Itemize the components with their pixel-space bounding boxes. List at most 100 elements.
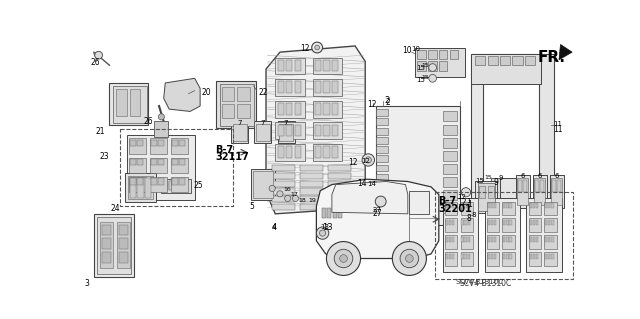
Text: 12: 12 xyxy=(458,194,467,200)
Bar xyxy=(151,178,157,185)
Text: 9: 9 xyxy=(499,175,503,181)
Bar xyxy=(119,252,128,263)
Bar xyxy=(532,220,535,226)
Bar xyxy=(415,48,465,77)
Bar xyxy=(127,135,195,200)
Bar xyxy=(163,181,168,190)
Text: 8: 8 xyxy=(467,214,472,223)
Circle shape xyxy=(461,188,470,197)
Bar xyxy=(272,165,296,172)
Bar xyxy=(536,254,538,259)
Bar xyxy=(131,159,136,165)
Text: 6: 6 xyxy=(538,173,542,179)
Bar xyxy=(506,203,509,208)
Bar xyxy=(294,146,301,158)
Bar xyxy=(548,220,550,226)
Bar xyxy=(237,87,250,101)
Bar xyxy=(294,60,301,71)
Bar xyxy=(376,174,388,181)
Text: 21: 21 xyxy=(95,127,105,136)
Text: 11: 11 xyxy=(553,124,563,134)
Bar xyxy=(449,203,451,208)
Text: 4: 4 xyxy=(271,224,276,230)
Text: 27: 27 xyxy=(373,209,383,218)
Bar xyxy=(312,122,342,139)
Bar xyxy=(294,81,301,93)
Bar xyxy=(332,146,338,158)
Polygon shape xyxy=(472,54,537,208)
Bar xyxy=(446,203,448,208)
Bar xyxy=(158,159,164,165)
Text: 18: 18 xyxy=(298,198,307,203)
Text: 7: 7 xyxy=(237,120,242,126)
Text: 12: 12 xyxy=(348,158,358,167)
Bar xyxy=(548,203,550,208)
Bar xyxy=(254,122,271,143)
Bar xyxy=(500,178,517,208)
Bar xyxy=(150,158,167,173)
Text: 32201: 32201 xyxy=(438,204,472,214)
Bar xyxy=(503,203,506,208)
Bar xyxy=(312,79,342,96)
Bar xyxy=(315,124,321,136)
Bar xyxy=(275,101,305,118)
Bar xyxy=(119,239,128,249)
Bar xyxy=(484,198,520,272)
Text: 15: 15 xyxy=(416,77,425,83)
Bar xyxy=(476,56,485,65)
Bar xyxy=(328,181,351,187)
Bar xyxy=(323,60,330,71)
Bar xyxy=(445,252,458,266)
Bar xyxy=(128,176,153,199)
Bar xyxy=(494,220,496,226)
Bar xyxy=(443,177,457,187)
Text: 23: 23 xyxy=(99,152,109,161)
Bar xyxy=(502,252,515,266)
Bar xyxy=(532,203,535,208)
Bar xyxy=(428,50,436,59)
Bar xyxy=(376,183,388,190)
Bar xyxy=(465,254,467,259)
Bar xyxy=(551,178,562,205)
Bar xyxy=(376,165,388,172)
Bar xyxy=(275,122,305,139)
Text: 15: 15 xyxy=(476,178,484,184)
Bar xyxy=(443,203,457,213)
Bar xyxy=(536,203,538,208)
Bar xyxy=(333,208,337,219)
Circle shape xyxy=(158,114,164,120)
Bar xyxy=(494,237,496,242)
Bar xyxy=(551,254,554,259)
Bar xyxy=(338,208,342,219)
Bar xyxy=(250,169,275,200)
Bar xyxy=(550,175,564,208)
Bar xyxy=(328,173,351,179)
Text: 14: 14 xyxy=(367,181,376,187)
Circle shape xyxy=(277,191,283,197)
Bar xyxy=(158,140,164,146)
Bar xyxy=(315,146,321,158)
Bar xyxy=(138,159,143,165)
Bar xyxy=(494,254,496,259)
Bar xyxy=(272,181,296,187)
Bar xyxy=(479,186,485,198)
Bar xyxy=(435,192,573,278)
Circle shape xyxy=(326,241,360,275)
Bar xyxy=(328,196,351,202)
Bar xyxy=(102,225,111,235)
Bar xyxy=(222,87,234,101)
Bar xyxy=(529,235,541,249)
Circle shape xyxy=(269,185,275,191)
Bar xyxy=(376,106,460,226)
Bar xyxy=(323,146,330,158)
Bar xyxy=(494,203,496,208)
Circle shape xyxy=(429,74,436,82)
Bar xyxy=(544,202,557,215)
Bar xyxy=(138,178,143,198)
Bar xyxy=(179,159,184,165)
Bar xyxy=(272,204,296,210)
Text: 22: 22 xyxy=(259,88,268,97)
Bar xyxy=(117,221,129,268)
Bar xyxy=(544,235,557,249)
Circle shape xyxy=(285,195,291,202)
